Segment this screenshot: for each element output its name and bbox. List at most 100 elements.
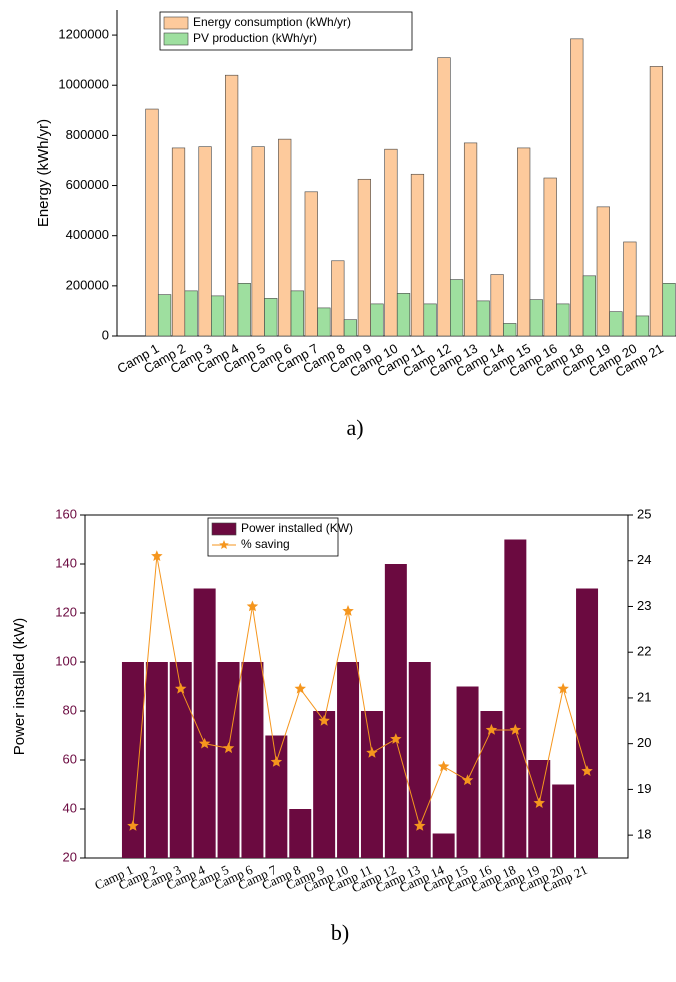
legend-box [159,11,413,51]
y-tick-label: 200000 [66,277,109,292]
bar [171,147,186,337]
y2-tick-label: 19 [637,781,651,796]
y-tick-label: 1200000 [58,27,109,42]
legend-label: Power installed (KW) [241,521,353,535]
y2-tick-label: 24 [637,552,651,567]
y-axis-label: Power installed (kW) [11,618,28,756]
star-marker [294,682,306,694]
bar [264,298,278,337]
bar [408,662,431,858]
bar [357,178,371,337]
bar [384,148,398,337]
bar [582,275,596,337]
y-tick-label: 60 [63,751,77,766]
bar [145,662,168,858]
bar [337,662,360,858]
bar [304,191,318,337]
bar [290,290,304,337]
star-marker [270,756,283,767]
bar [504,539,527,858]
star-marker [390,733,402,744]
bar [432,833,455,858]
bar [556,303,570,337]
star-marker [437,760,450,772]
bar [476,300,490,337]
y-tick-label: 1000000 [58,77,109,92]
star-marker [557,682,569,694]
y-axis-label: Energy (kWh/yr) [35,119,52,227]
star-marker [151,550,163,561]
y2-tick-label: 23 [637,598,651,613]
bar [649,66,664,337]
bar [169,662,192,858]
bar [225,74,239,337]
bar [278,138,292,337]
bar [570,38,584,337]
star-marker [533,797,545,808]
legend-label: Energy consumption (kWh/yr) [193,15,351,29]
star-marker [485,723,498,735]
legend-box [207,517,339,557]
bar [145,108,159,337]
bar [517,147,531,337]
bar [609,311,623,337]
bar [396,293,411,337]
bar [450,279,464,337]
star-marker [198,737,211,749]
star-marker [414,820,426,831]
star-marker [366,746,378,758]
bar [543,177,557,337]
bar [370,303,384,337]
bar [184,290,198,337]
star-marker [342,605,354,616]
star-marker [222,742,235,754]
bar [211,295,225,337]
y-tick-label: 20 [63,849,77,864]
y-tick-label: 160 [55,506,77,521]
legend-swatch [211,522,237,536]
bar [623,241,637,337]
bar [289,809,312,858]
bar [265,735,288,858]
bar [552,784,575,858]
bar [157,294,172,337]
bar [528,760,551,858]
bar [596,206,610,337]
y-tick-label: 80 [63,702,77,717]
y2-tick-label: 18 [637,827,651,842]
bar [360,711,383,858]
y-tick-label: 100 [55,653,77,668]
star-marker [581,765,593,776]
bar [384,564,407,858]
bar [576,588,599,858]
bar [237,283,251,337]
legend-swatch [163,32,189,46]
bar [251,146,265,337]
star-marker [318,714,330,726]
legend-label: % saving [241,537,290,551]
star-marker [175,682,187,694]
bar [490,274,504,337]
bar [437,57,451,337]
y-tick-label: 600000 [66,177,109,192]
bar [121,662,144,858]
bar [241,662,264,858]
bar [662,283,676,337]
bar [193,588,216,858]
y-tick-label: 40 [63,800,77,815]
caption: b) [331,920,349,945]
bar [423,303,437,337]
y-tick-label: 0 [102,327,109,342]
y-tick-label: 140 [55,555,77,570]
y-tick-label: 800000 [66,127,109,142]
bar [480,711,503,858]
bar [331,260,345,337]
star-marker [461,774,474,786]
bar [529,299,543,337]
legend-label: PV production (kWh/yr) [193,31,317,45]
y2-tick-label: 21 [637,689,651,704]
star-marker [246,600,259,612]
bar [343,319,358,337]
y2-tick-label: 20 [637,735,651,750]
